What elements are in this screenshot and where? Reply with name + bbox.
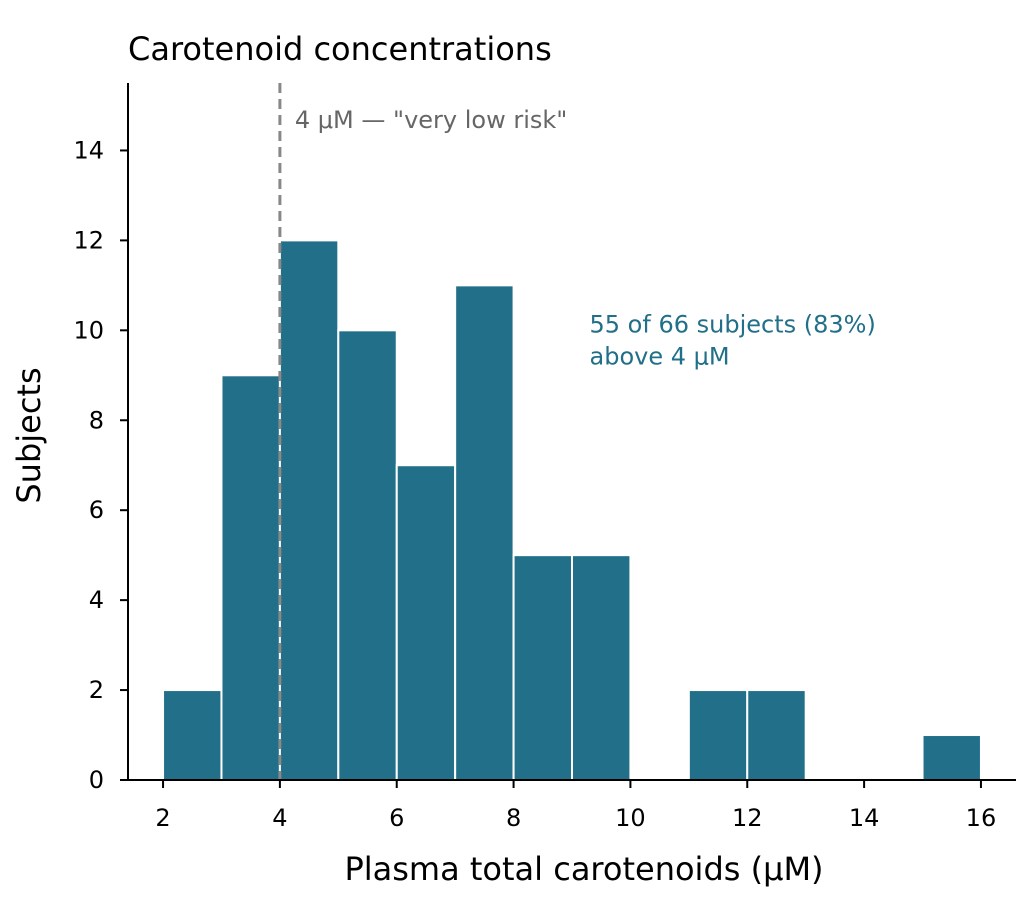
histogram-bar xyxy=(162,689,223,781)
annotation-line-1: 55 of 66 subjects (83%) xyxy=(590,310,876,338)
histogram-bar xyxy=(220,374,281,781)
annotation-text: 55 of 66 subjects (83%) above 4 μM xyxy=(590,310,884,370)
histogram-bar xyxy=(278,239,340,782)
y-tick-label: 8 xyxy=(89,406,104,434)
y-tick-label: 4 xyxy=(89,586,104,614)
histogram-bar xyxy=(454,284,515,781)
x-tick-label: 2 xyxy=(155,804,170,832)
x-tick-label: 12 xyxy=(732,804,763,832)
histogram-bar xyxy=(395,464,457,781)
x-axis-label: Plasma total carotenoids (μM) xyxy=(344,850,823,888)
y-tick-label: 12 xyxy=(73,226,104,254)
x-tick-label: 16 xyxy=(966,804,997,832)
histogram-bar xyxy=(571,554,632,782)
y-tick-label: 2 xyxy=(89,676,104,704)
y-axis-label: Subjects xyxy=(10,367,48,503)
y-tick-label: 10 xyxy=(73,316,104,344)
y-tick-label: 0 xyxy=(89,766,104,794)
y-tick-label: 14 xyxy=(73,136,104,164)
annotation-line-2: above 4 μM xyxy=(590,342,730,370)
bars-group xyxy=(162,239,982,782)
histogram-bar xyxy=(512,554,573,782)
x-tick-label: 10 xyxy=(615,804,646,832)
x-tick-label: 8 xyxy=(506,804,521,832)
histogram-bar xyxy=(337,329,398,781)
reference-line-label: 4 μM — "very low risk" xyxy=(295,106,567,134)
histogram-bar xyxy=(687,689,749,781)
chart-title: Carotenoid concentrations xyxy=(128,30,552,68)
histogram-bar xyxy=(746,689,807,781)
y-ticks: 0 2 4 6 8 10 12 14 xyxy=(73,136,128,794)
x-tick-label: 14 xyxy=(849,804,880,832)
histogram-bar xyxy=(921,734,982,782)
x-tick-label: 6 xyxy=(389,804,404,832)
y-tick-label: 6 xyxy=(89,496,104,524)
x-ticks: 2 4 6 8 10 12 14 16 xyxy=(155,780,996,832)
x-tick-label: 4 xyxy=(272,804,287,832)
